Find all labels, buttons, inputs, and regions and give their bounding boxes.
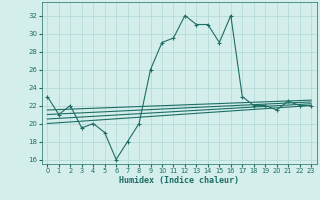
X-axis label: Humidex (Indice chaleur): Humidex (Indice chaleur): [119, 176, 239, 185]
